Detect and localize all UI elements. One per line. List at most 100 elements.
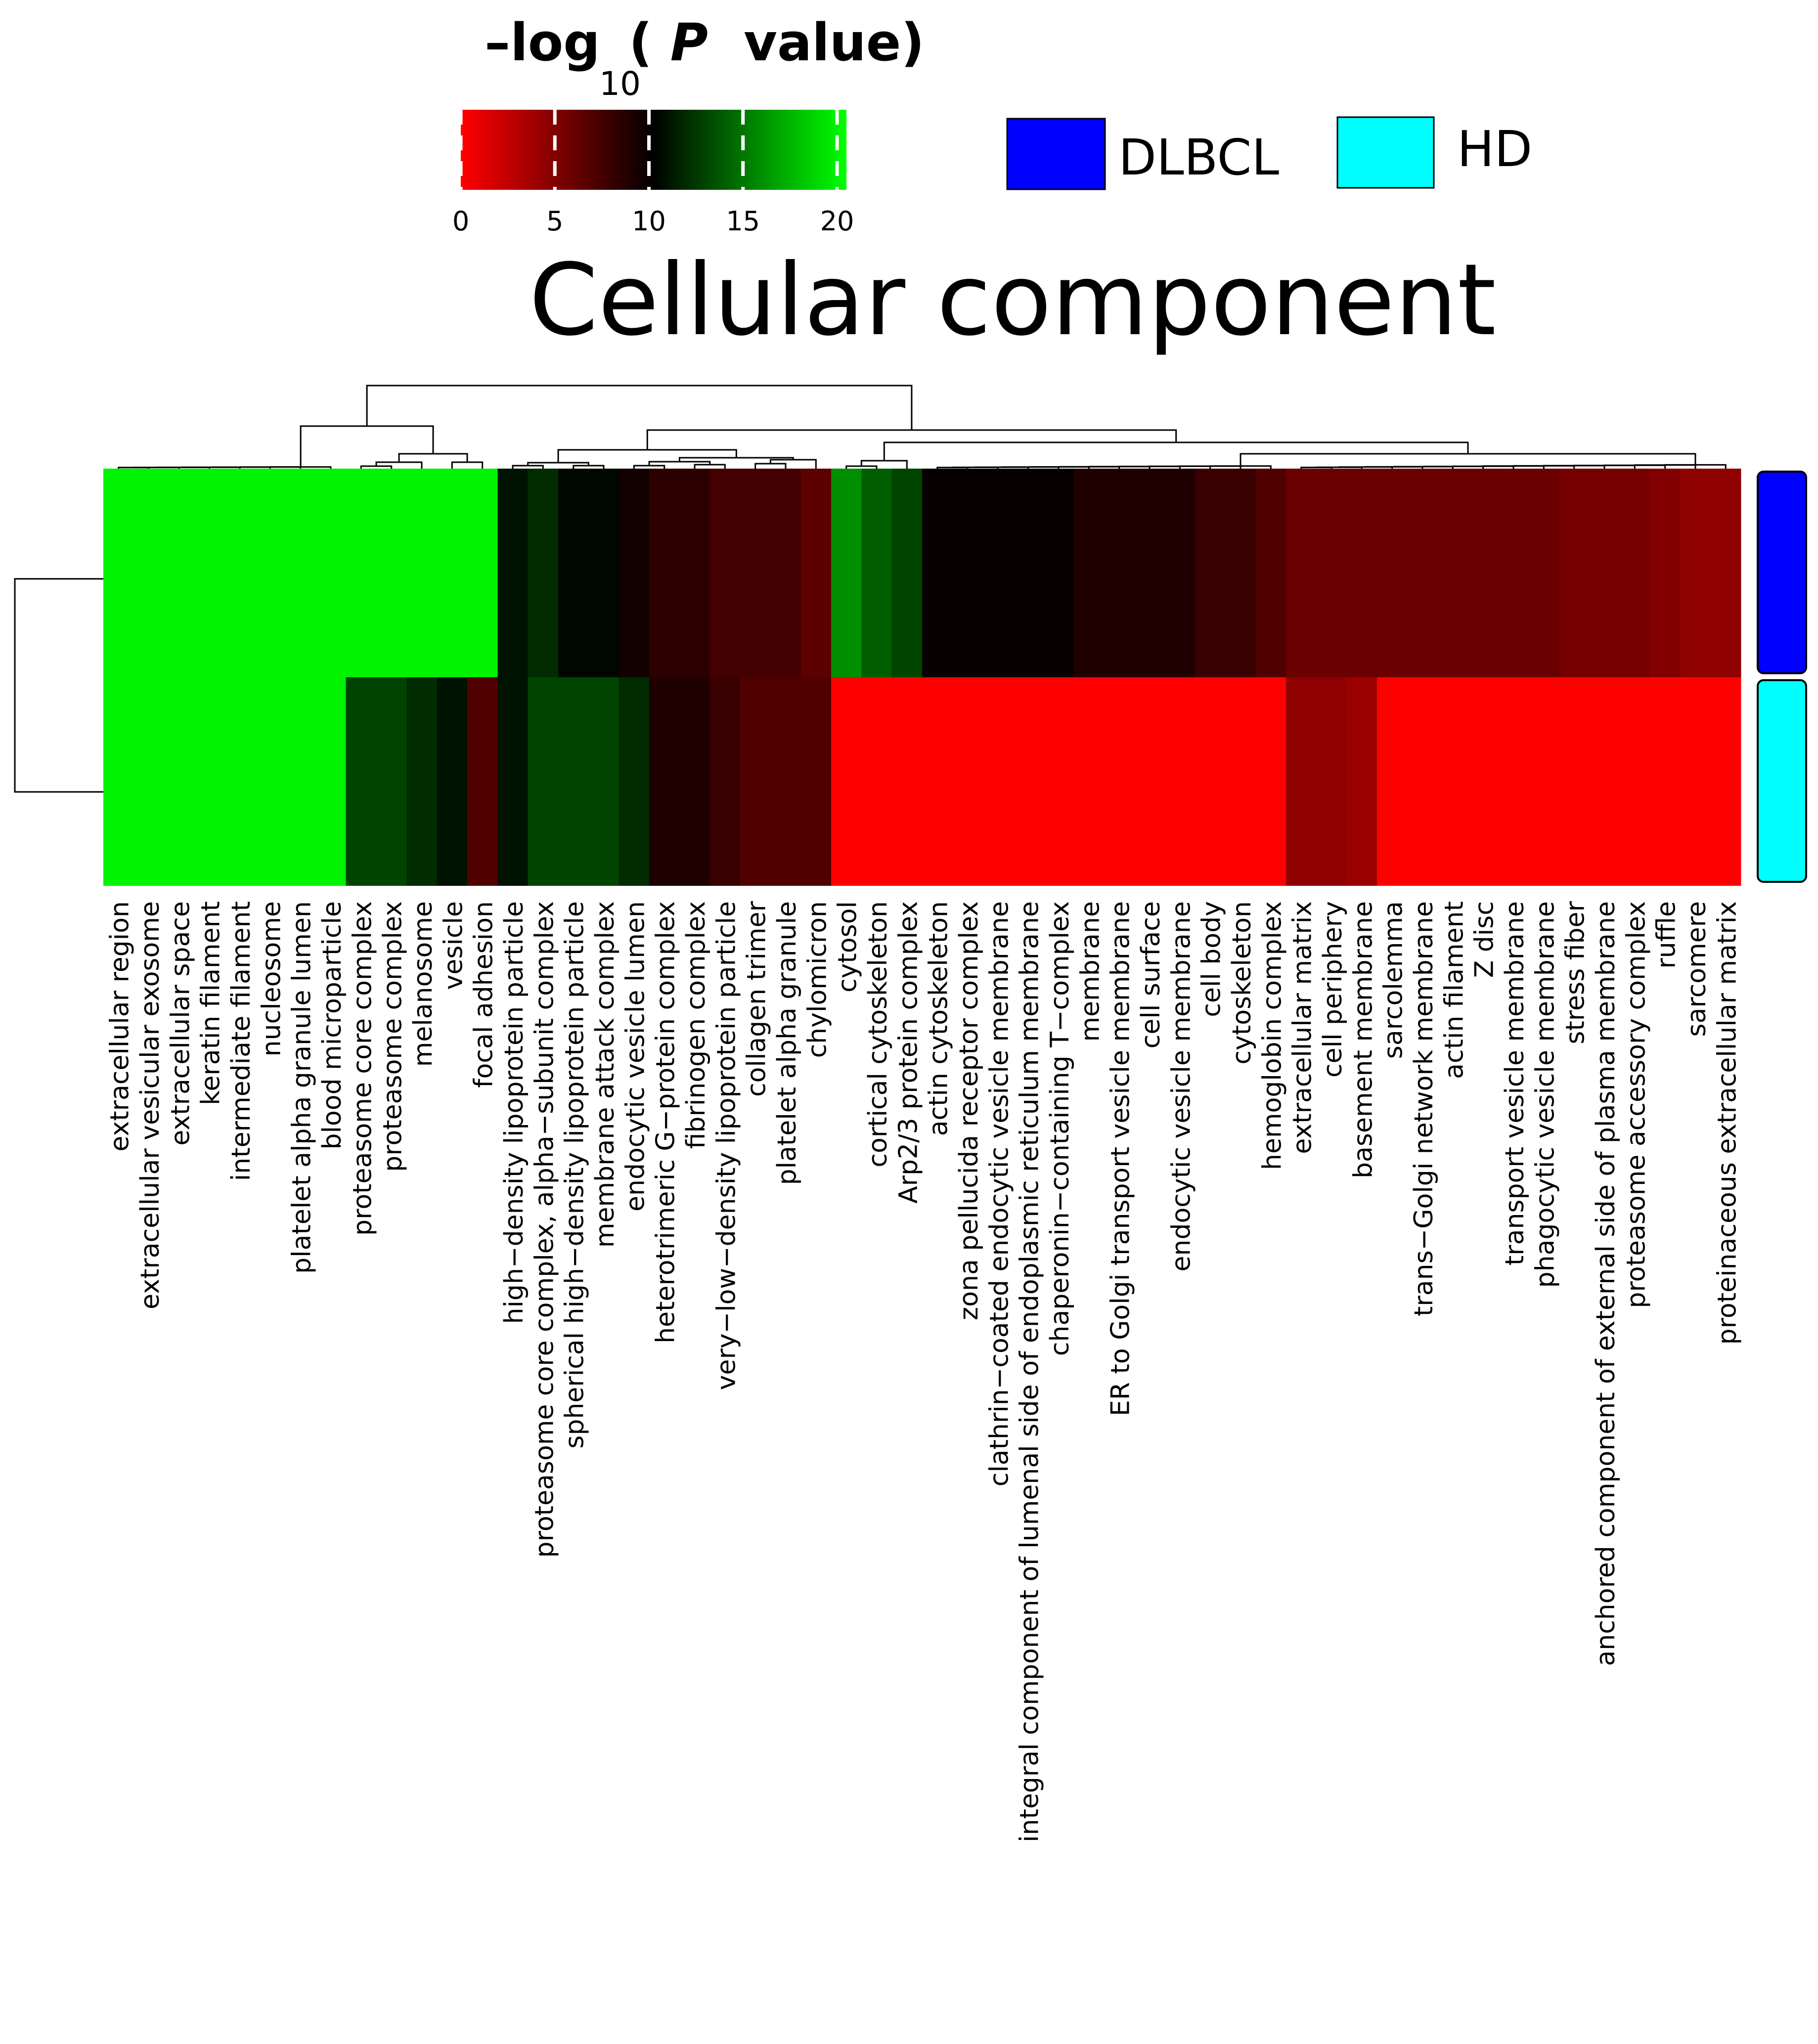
dendrogram-branch (398, 453, 468, 462)
heatmap-cell (1286, 469, 1317, 677)
heatmap-cell (1255, 677, 1286, 886)
color-key-tick-label: 0 (452, 206, 469, 237)
column-label: cell surface (1136, 901, 1166, 1048)
heatmap-cell (376, 469, 407, 677)
heatmap-cell (1377, 469, 1408, 677)
row-side-colors (1757, 471, 1807, 883)
column-label: proteasome core complex (348, 901, 377, 1236)
heatmap-cell (1468, 469, 1499, 677)
column-label: extracellular vesicular exosome (135, 901, 165, 1309)
heatmap-cell (588, 469, 620, 677)
heatmap-cell (1437, 469, 1468, 677)
heatmap-cell (1589, 677, 1620, 886)
heatmap-cell (1073, 677, 1105, 886)
heatmap-cell (406, 469, 438, 677)
heatmap-cell (800, 469, 832, 677)
heatmap-cell (133, 677, 165, 886)
heatmap-cell (103, 469, 134, 677)
heatmap-cell (709, 469, 741, 677)
heatmap-cell (952, 469, 983, 677)
column-labels: extracellular region extracellular vesicu… (105, 901, 1742, 1842)
column-label: high−density lipoprotein particle (499, 901, 529, 1324)
heatmap-cell (1104, 677, 1135, 886)
heatmap-cell (1164, 469, 1196, 677)
heatmap-cell (1377, 677, 1408, 886)
dendrogram-branch (451, 461, 484, 469)
heatmap-cell (740, 677, 771, 886)
column-label: vesicle (439, 901, 468, 990)
column-label: transport vesicle membrane (1500, 901, 1530, 1265)
heatmap-cell (1528, 677, 1559, 886)
heatmap-cell (649, 469, 680, 677)
heatmap-cell (103, 677, 134, 886)
heatmap-cell (1528, 469, 1559, 677)
column-label: trans−Golgi network membrane (1409, 901, 1439, 1316)
column-label: heterotrimeric G−protein complex (651, 901, 681, 1344)
heatmap-cell (194, 469, 225, 677)
dendrogram-branch (646, 429, 1177, 450)
column-label: keratin filament (196, 901, 226, 1105)
heatmap-cell (1346, 677, 1377, 886)
heatmap-cell (1559, 469, 1590, 677)
column-label: extracellular region (105, 901, 135, 1152)
heatmap-cell (1407, 469, 1438, 677)
heatmap-cell (1195, 469, 1226, 677)
column-label: actin cytoskeleton (924, 901, 954, 1136)
heatmap-cell (558, 677, 589, 886)
column-label: cytosol (833, 901, 863, 993)
heatmap-cell (1013, 677, 1044, 886)
heatmap-cell (588, 677, 620, 886)
color-key-title-value: value) (744, 12, 925, 73)
heatmap-cell (467, 469, 498, 677)
heatmap-cell (1104, 469, 1135, 677)
column-label: chylomicron (802, 901, 832, 1058)
column-label: phagocytic vesicle membrane (1530, 901, 1560, 1288)
heatmap-cell (619, 677, 650, 886)
heatmap-cell (1680, 677, 1711, 886)
heatmap-cell (528, 677, 559, 886)
column-label: platelet alpha granule (772, 901, 802, 1185)
heatmap-cell (1043, 677, 1074, 886)
column-label: clathrin−coated endocytic vesicle membra… (984, 901, 1014, 1486)
dendrogram-branch (1240, 453, 1696, 466)
heatmap-cell (467, 677, 498, 886)
chart-title: Cellular component (529, 243, 1496, 358)
column-label: basement membrane (1348, 901, 1378, 1178)
column-label: cytoskeleton (1227, 901, 1257, 1065)
heatmap-cell (376, 677, 407, 886)
heatmap-cell (831, 469, 862, 677)
column-label: ruffle (1652, 901, 1682, 969)
heatmap-cell (346, 677, 377, 886)
color-key-title-subscript: 10 (599, 65, 641, 103)
column-label: proteasome complex (378, 901, 408, 1172)
column-dendrogram (118, 385, 1727, 469)
dendrogram-branch (512, 465, 544, 469)
heatmap-cell (1710, 677, 1741, 886)
heatmap-cell (1650, 469, 1681, 677)
heatmap-cell (1407, 677, 1438, 886)
heatmap-cell (891, 677, 923, 886)
heatmap-cell (255, 677, 286, 886)
column-label: stress fiber (1561, 901, 1591, 1044)
heatmap-cell (861, 469, 892, 677)
column-label: endocytic vesicle membrane (1166, 901, 1196, 1271)
column-label: hemoglobin complex (1257, 901, 1287, 1170)
heatmap-cell (1073, 469, 1105, 677)
heatmap-cell (861, 677, 892, 886)
column-label: melanosome (408, 901, 438, 1067)
heatmap-cell (1255, 469, 1286, 677)
heatmap-cell (1346, 469, 1377, 677)
row-side-color-dlbcl (1757, 471, 1807, 674)
heatmap-cell (558, 469, 589, 677)
heatmap-cell (528, 469, 559, 677)
color-key-title-prefix: –log (485, 12, 600, 73)
heatmap-cell (1619, 677, 1650, 886)
column-label: cortical cytoskeleton (863, 901, 893, 1168)
column-label: extracellular matrix (1288, 901, 1318, 1154)
heatmap-cell (406, 677, 438, 886)
heatmap-cell (1134, 469, 1165, 677)
color-key-tick-label: 20 (820, 206, 854, 237)
column-label: proteasome core complex, alpha−subunit c… (530, 901, 559, 1558)
heatmap-cell (285, 677, 316, 886)
